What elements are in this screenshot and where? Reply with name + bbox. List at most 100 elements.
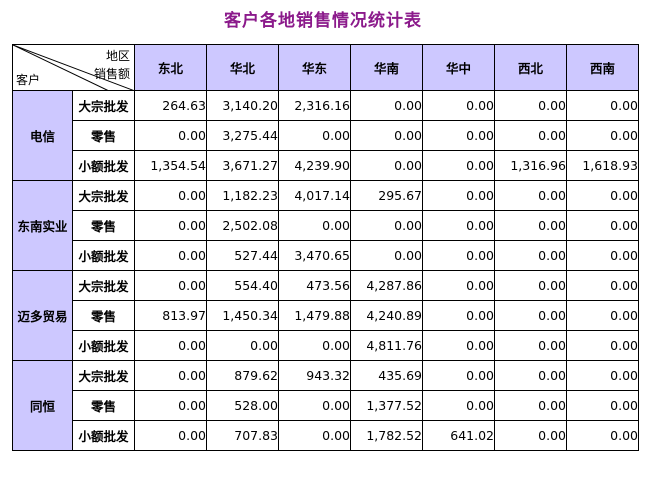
value-cell: 0.00 [494, 300, 567, 331]
table-row: 电信 大宗批发 264.63 3,140.20 2,316.16 0.00 0.00 0.00… [12, 90, 639, 181]
sales-table: 地区 销售额 客户 东北 华北 华东 华南 华中 西北 西南 电信 大宗批发 264… [12, 44, 639, 451]
value-cell: 1,618.93 [566, 150, 639, 181]
region-header: 华南 [350, 44, 423, 91]
value-cell: 1,450.34 [206, 300, 279, 331]
value-cell: 0.00 [350, 150, 423, 181]
value-cell: 1,354.54 [134, 150, 207, 181]
table-row: 零售 813.97 1,450.34 1,479.88 4,240.89 0.00 0.00… [13, 300, 639, 331]
value-cell: 0.00 [350, 90, 423, 121]
value-cell: 0.00 [422, 270, 495, 301]
customer-cell: 东南实业 [12, 180, 73, 271]
value-cell: 3,470.65 [278, 240, 351, 271]
value-cell: 0.00 [278, 120, 351, 151]
value-cell: 4,239.90 [278, 150, 351, 181]
table-row: 同恒 大宗批发 0.00 879.62 943.32 435.69 0.00 0.00 0.00 [12, 360, 639, 451]
value-cell: 473.56 [278, 270, 351, 301]
value-cell: 528.00 [206, 390, 279, 421]
value-cell: 0.00 [494, 270, 567, 301]
table-row: 零售 0.00 2,502.08 0.00 0.00 0.00 0.00 0.00 [13, 210, 639, 241]
value-cell: 0.00 [350, 120, 423, 151]
value-cell: 0.00 [422, 120, 495, 151]
sales-type-cell: 小额批发 [72, 240, 135, 271]
customer-cell: 迈多贸易 [12, 270, 73, 361]
value-cell: 435.69 [350, 360, 423, 391]
value-cell: 641.02 [422, 420, 495, 451]
value-cell: 0.00 [134, 210, 207, 241]
value-cell: 0.00 [494, 240, 567, 271]
value-cell: 0.00 [206, 330, 279, 361]
value-cell: 1,479.88 [278, 300, 351, 331]
region-header: 华东 [278, 44, 351, 91]
value-cell: 879.62 [206, 360, 279, 391]
value-cell: 0.00 [422, 210, 495, 241]
value-cell: 0.00 [134, 330, 207, 361]
value-cell: 0.00 [566, 90, 639, 121]
value-cell: 0.00 [566, 180, 639, 211]
value-cell: 295.67 [350, 180, 423, 211]
corner-sales-label: 销售额 [93, 67, 130, 81]
table-row: 小额批发 0.00 527.44 3,470.65 0.00 0.00 0.00 0.00 [13, 240, 639, 271]
value-cell: 0.00 [350, 210, 423, 241]
value-cell: 2,316.16 [278, 90, 351, 121]
value-cell: 4,287.86 [350, 270, 423, 301]
value-cell: 0.00 [422, 360, 495, 391]
region-header: 西南 [566, 44, 639, 91]
value-cell: 264.63 [134, 90, 207, 121]
value-cell: 3,275.44 [206, 120, 279, 151]
value-cell: 0.00 [422, 240, 495, 271]
region-header: 华中 [422, 44, 495, 91]
value-cell: 527.44 [206, 240, 279, 271]
table-row: 小额批发 0.00 707.83 0.00 1,782.52 641.02 0.00 0.00 [13, 420, 639, 451]
sales-type-cell: 小额批发 [72, 150, 135, 181]
value-cell: 0.00 [566, 240, 639, 271]
table-row: 迈多贸易 大宗批发 0.00 554.40 473.56 4,287.86 0.00 0.00… [12, 270, 639, 361]
value-cell: 0.00 [134, 180, 207, 211]
report-title: 客户各地销售情况统计表 [224, 11, 422, 31]
sales-type-cell: 大宗批发 [72, 180, 135, 211]
region-header: 东北 [134, 44, 207, 91]
sales-type-cell: 零售 [72, 120, 135, 151]
value-cell: 0.00 [278, 420, 351, 451]
value-cell: 1,782.52 [350, 420, 423, 451]
value-cell: 0.00 [134, 240, 207, 271]
corner-region-label: 地区 [105, 49, 130, 63]
sales-type-cell: 零售 [72, 390, 135, 421]
value-cell: 0.00 [134, 420, 207, 451]
value-cell: 2,502.08 [206, 210, 279, 241]
table-body: 电信 大宗批发 264.63 3,140.20 2,316.16 0.00 0.00 0.00… [12, 90, 639, 451]
table-row: 东南实业 大宗批发 0.00 1,182.23 4,017.14 295.67 0.00 0.… [12, 180, 639, 271]
header-row: 地区 销售额 客户 东北 华北 华东 华南 华中 西北 西南 [12, 44, 639, 91]
value-cell: 0.00 [422, 150, 495, 181]
sales-type-cell: 零售 [72, 300, 135, 331]
table-row: 零售 0.00 528.00 0.00 1,377.52 0.00 0.00 0.00 [13, 390, 639, 421]
value-cell: 0.00 [566, 420, 639, 451]
value-cell: 943.32 [278, 360, 351, 391]
customer-cell: 同恒 [12, 360, 73, 451]
value-cell: 0.00 [422, 390, 495, 421]
region-header: 西北 [494, 44, 567, 91]
value-cell: 3,671.27 [206, 150, 279, 181]
value-cell: 0.00 [278, 330, 351, 361]
value-cell: 0.00 [494, 210, 567, 241]
value-cell: 0.00 [494, 90, 567, 121]
value-cell: 0.00 [422, 330, 495, 361]
value-cell: 0.00 [278, 210, 351, 241]
value-cell: 0.00 [494, 180, 567, 211]
value-cell: 0.00 [422, 90, 495, 121]
sales-type-cell: 零售 [72, 210, 135, 241]
value-cell: 813.97 [134, 300, 207, 331]
value-cell: 0.00 [494, 360, 567, 391]
value-cell: 0.00 [278, 390, 351, 421]
value-cell: 1,182.23 [206, 180, 279, 211]
customer-cell: 电信 [12, 90, 73, 181]
table-row: 小额批发 1,354.54 3,671.27 4,239.90 0.00 0.00 1,31… [13, 150, 639, 181]
region-header: 华北 [206, 44, 279, 91]
value-cell: 0.00 [422, 300, 495, 331]
value-cell: 1,377.52 [350, 390, 423, 421]
value-cell: 0.00 [566, 270, 639, 301]
value-cell: 0.00 [566, 390, 639, 421]
sales-type-cell: 小额批发 [72, 420, 135, 451]
value-cell: 1,316.96 [494, 150, 567, 181]
value-cell: 0.00 [566, 330, 639, 361]
value-cell: 0.00 [494, 420, 567, 451]
